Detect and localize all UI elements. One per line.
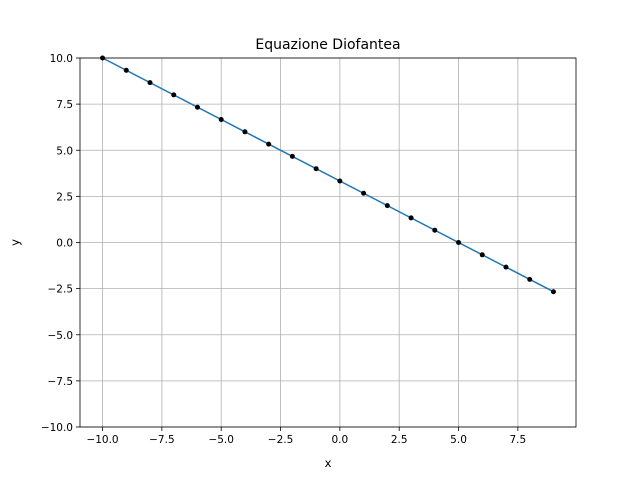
data-point [289,153,295,159]
data-point [408,215,414,221]
data-point [550,289,556,295]
y-tick-label: −5.0 [48,330,74,342]
series-line [102,57,554,293]
x-tick-label: 0.0 [332,434,349,446]
tick-layer: −10.0 −7.5 −5.0 −2.5 0.0 2.5 5.0 7.5 −10.0 −7.5 −5… [41,53,526,446]
data-point [479,252,485,258]
data-point [456,240,462,245]
y-tick-label: 7.5 [56,99,73,111]
y-tick-label: 5.0 [56,145,73,157]
data-point [266,141,272,147]
data-point [194,104,200,110]
data-point [384,203,390,209]
x-tick-label: −2.5 [268,434,294,446]
x-tick-label: 7.5 [510,434,527,446]
data-point [123,67,129,73]
data-point [361,190,367,196]
grid-lines [80,57,576,428]
y-tick-label: −2.5 [48,284,74,296]
x-tick-label: −7.5 [149,434,175,446]
y-tick-label: 2.5 [56,191,73,203]
y-tick-label: 10.0 [50,53,73,65]
x-axis-label: x [325,456,332,470]
x-tick-label: −10.0 [86,434,118,446]
data-point [171,92,177,98]
data-point [503,264,509,270]
data-point [242,129,248,135]
x-tick-label: 5.0 [450,434,467,446]
series-layer [100,55,556,295]
data-point [147,80,153,86]
data-point [313,166,319,172]
chart-title: Equazione Diofantea [255,37,400,53]
y-tick-label: −7.5 [48,376,74,388]
data-point [432,227,438,233]
x-tick-label: 2.5 [391,434,408,446]
y-tick-label: −10.0 [41,422,73,434]
x-tick-label: −5.0 [208,434,234,446]
data-point [218,116,224,122]
y-tick-label: 0.0 [56,238,73,250]
y-axis-label: y [8,239,22,246]
data-point [337,178,343,184]
data-point [527,276,533,282]
